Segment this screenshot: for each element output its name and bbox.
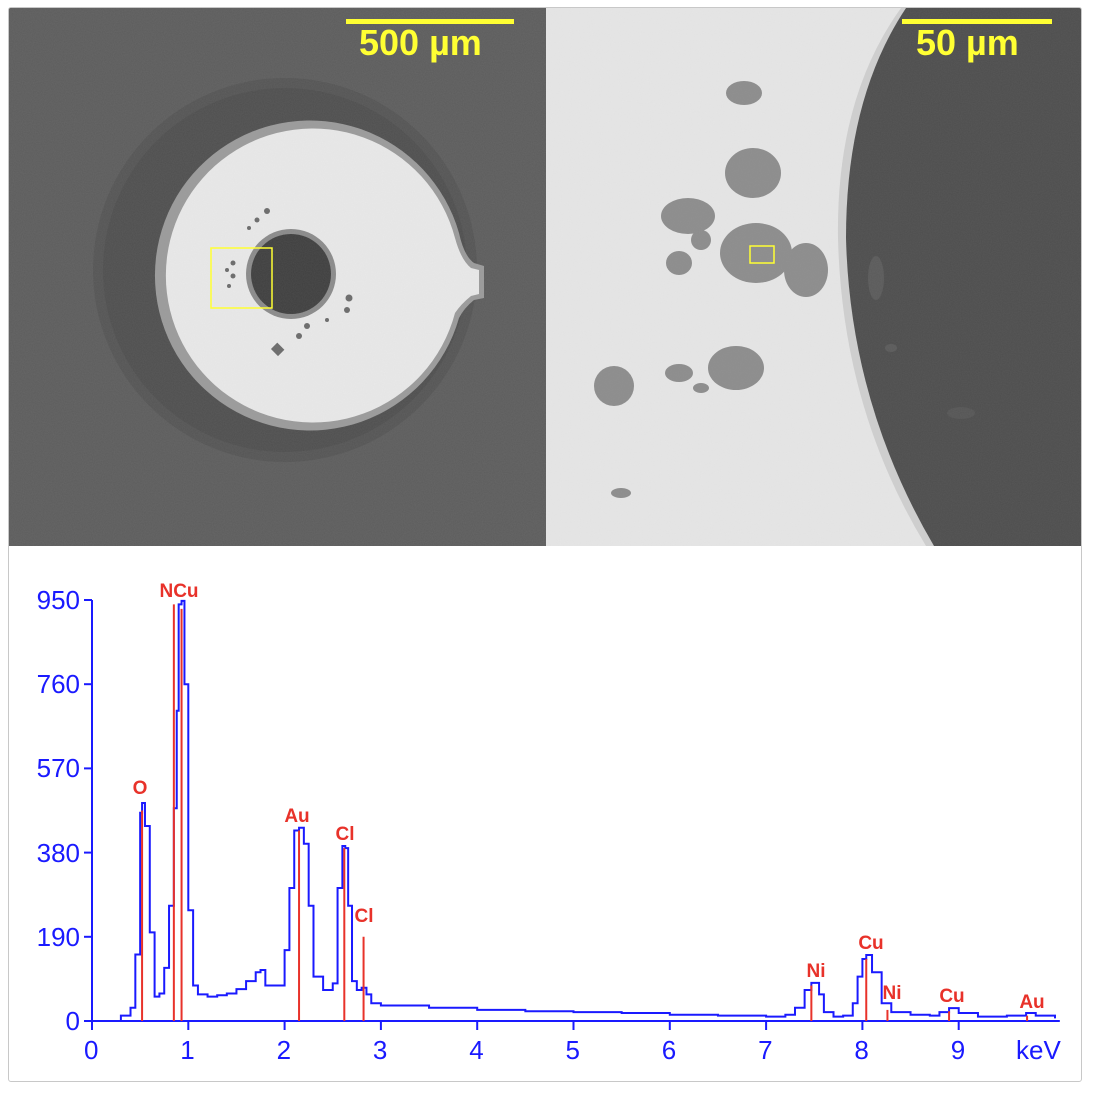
scale-bar-label: 500 µm (359, 22, 482, 63)
y-tick-label: 190 (36, 921, 80, 952)
y-tick-label: 950 (36, 585, 80, 615)
x-tick-label: 8 (854, 1035, 869, 1065)
scale-bar-label: 50 µm (916, 22, 1019, 63)
peak-label: Au (1019, 992, 1045, 1013)
analysis-box (749, 245, 775, 264)
x-tick-label: 5 (565, 1035, 580, 1065)
peak-label: Cu (858, 933, 884, 954)
spectrum-line (111, 599, 1056, 1022)
spectrum-plot (84, 599, 1060, 1030)
x-tick-label: 0 (84, 1035, 99, 1065)
peak-label: Au (284, 806, 310, 827)
scale-bar-line (902, 19, 1052, 24)
peak-label: Ni (882, 983, 902, 1004)
x-tick-label: 1 (180, 1035, 195, 1065)
roi-box (210, 247, 273, 309)
x-tick-label: 3 (372, 1035, 388, 1065)
sem-overview-graphic (9, 8, 546, 546)
x-tick-label: 6 (661, 1035, 677, 1065)
sem-image-overview: 500 µm (9, 8, 546, 546)
scale-bar-line (346, 19, 514, 24)
x-tick-label: 9 (950, 1035, 966, 1065)
peak-label: Ni (806, 961, 826, 982)
y-tick-label: 380 (36, 837, 80, 868)
x-tick-label: 4 (469, 1035, 484, 1065)
x-tick-label: 7 (758, 1035, 773, 1065)
peak-label: Cl (335, 824, 355, 845)
eds-spectrum-chart: 0 190 380 570 760 950 0 1 2 3 4 5 6 7 8 9 keV O NCu Au Cl Cl N… (9, 546, 1081, 1081)
peak-label: NCu (159, 581, 199, 602)
y-tick-label: 570 (36, 753, 80, 784)
x-tick-label: 2 (276, 1035, 292, 1065)
peak-label: O (132, 778, 148, 799)
y-tick-label: 760 (36, 669, 80, 700)
figure-frame: 500 µm (8, 7, 1082, 1082)
peak-label: Cl (354, 906, 374, 927)
y-tick-label: 0 (65, 1006, 80, 1036)
peak-label: Cu (939, 986, 965, 1007)
sem-detail-graphic (546, 8, 1081, 546)
x-axis-unit-label: keV (1016, 1035, 1061, 1065)
sem-image-detail: 50 µm (546, 8, 1081, 546)
